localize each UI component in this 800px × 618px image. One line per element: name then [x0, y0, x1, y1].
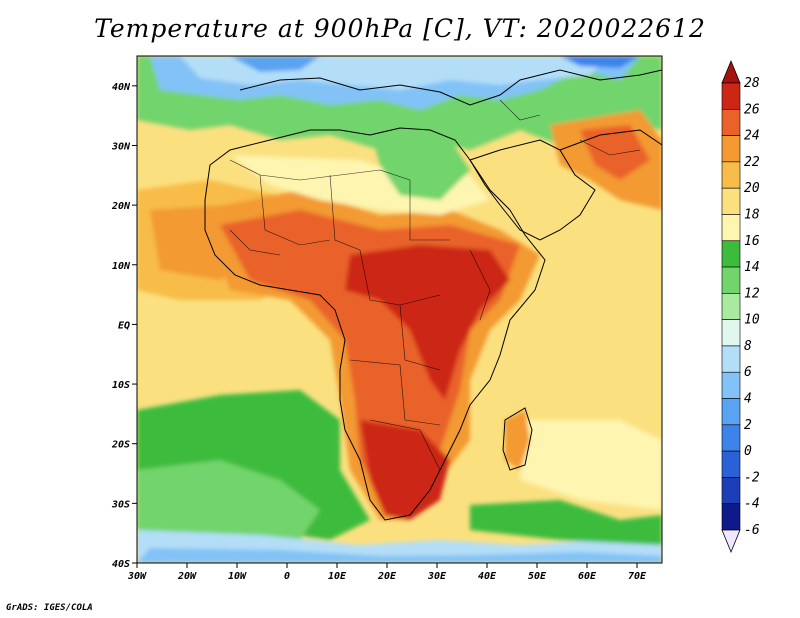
temperature-field — [137, 56, 662, 563]
colorbar-label: 12 — [744, 286, 760, 301]
colorbar-label: 6 — [744, 365, 752, 380]
colorbar-label: 24 — [744, 129, 760, 144]
egypt-green — [370, 125, 470, 200]
y-tick-label: 20N — [111, 201, 131, 212]
y-tick-label: 40S — [112, 559, 130, 570]
colorbar-label: 4 — [744, 392, 752, 407]
x-tick-label: 10W — [228, 571, 247, 582]
colorbar-label: -2 — [744, 470, 760, 485]
colorbar-max-triangle — [721, 59, 741, 84]
colorbar-segment — [721, 108, 741, 136]
y-tick-label: 40N — [112, 82, 131, 93]
colorbar-segment — [721, 398, 741, 426]
colorbar-segment — [721, 161, 741, 189]
axis-ticks: 30W 20W 10W 0 10E 20E 30E 40E 50E 60E 70E 40N 30N 20N… — [111, 82, 647, 582]
colorbar-label: 26 — [744, 102, 760, 117]
y-tick-label: 30S — [111, 499, 130, 510]
colorbar-label: 2 — [744, 418, 752, 433]
map-title: Temperature at 900hPa [C], VT: 202002261… — [94, 14, 706, 43]
coastlines — [204, 69, 662, 521]
grads-credit: GrADS: IGES/COLA — [6, 603, 93, 613]
arabia-coastline — [469, 139, 596, 241]
x-tick-label: 70E — [628, 571, 647, 582]
colorbar-label: -4 — [744, 497, 760, 512]
africa-coastline — [204, 127, 546, 521]
x-tick-label: 20E — [377, 571, 397, 582]
colorbar-segment — [721, 345, 741, 373]
y-tick-label: 10N — [112, 261, 131, 272]
colorbar-segment — [721, 187, 741, 215]
south-indian-green — [470, 500, 662, 545]
x-tick-label: 60E — [578, 571, 597, 582]
madagascar-coastline — [502, 407, 533, 471]
europe-coastline — [239, 69, 662, 106]
x-tick-label: 50E — [528, 571, 547, 582]
colorbar-segment — [721, 82, 741, 110]
colorbar-segment — [721, 293, 741, 320]
north-dark-blue-east — [560, 56, 640, 68]
colorbar-label: 8 — [744, 339, 752, 354]
africa-core-hottest — [345, 245, 510, 400]
x-tick-label: 40E — [478, 571, 497, 582]
x-tick-label: 0 — [284, 571, 290, 582]
colorbar-label: 20 — [744, 181, 760, 196]
plot-frame — [136, 55, 663, 564]
country-borders — [229, 99, 641, 471]
indian-ocean-yellow — [520, 420, 662, 510]
colorbar-segment — [721, 477, 741, 505]
colorbar-label: 18 — [744, 207, 760, 222]
colorbar-segment — [721, 240, 741, 268]
north-dark-blue — [230, 56, 320, 72]
colorbar-segment — [721, 135, 741, 163]
colorbar-label: 10 — [744, 313, 760, 328]
y-tick-label: 20S — [111, 440, 130, 451]
sahara-mild — [230, 155, 490, 215]
x-tick-label: 20W — [177, 571, 197, 582]
colorbar-label: 22 — [744, 155, 760, 170]
colorbar-label: -6 — [744, 523, 760, 538]
colorbar-min-triangle — [721, 529, 741, 554]
colorbar-label: 28 — [744, 76, 760, 91]
south-atlantic-mild — [137, 460, 320, 545]
colorbar-segment — [721, 319, 741, 347]
colorbar-segment — [721, 214, 741, 242]
colorbar-label: 0 — [744, 444, 752, 459]
y-tick-label: 10S — [112, 380, 130, 391]
iran-coastline — [559, 129, 662, 151]
colorbar-segment — [721, 450, 741, 478]
colorbar-segment — [721, 424, 741, 452]
y-tick-label: EQ — [118, 320, 130, 331]
x-tick-label: 30E — [427, 571, 447, 582]
x-tick-label: 10E — [328, 571, 347, 582]
middle-east-hot — [580, 125, 650, 180]
colorbar-segment — [721, 503, 741, 531]
x-tick-label: 30W — [127, 571, 147, 582]
colorbar-segment — [721, 371, 741, 399]
madagascar-warm — [505, 410, 530, 470]
colorbar-label: 14 — [744, 260, 760, 275]
southern-ocean-blue — [137, 548, 662, 563]
y-tick-label: 30N — [111, 141, 131, 152]
colorbar-label: 16 — [744, 234, 760, 249]
colorbar-segment — [721, 266, 741, 294]
